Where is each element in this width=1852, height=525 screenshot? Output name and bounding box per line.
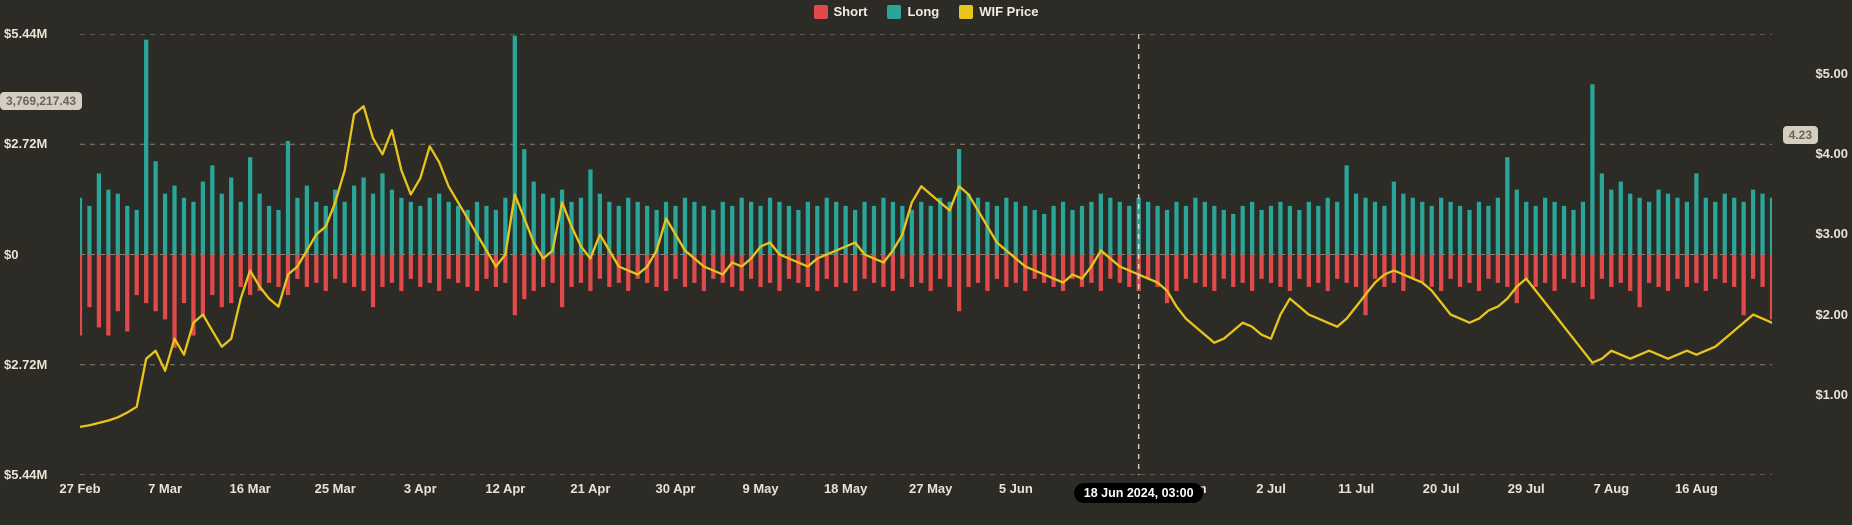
x-tick: 16 Aug	[1675, 481, 1718, 496]
legend-item[interactable]: Long	[887, 4, 939, 19]
legend-item[interactable]: Short	[814, 4, 868, 19]
y-left-tick: $0	[4, 247, 18, 262]
legend: Short Long WIF Price	[0, 4, 1852, 22]
y-right-tick: $4.00	[1815, 146, 1848, 161]
x-tick: 27 Feb	[59, 481, 100, 496]
x-tick: 29 Jul	[1508, 481, 1545, 496]
x-tick: 27 May	[909, 481, 952, 496]
legend-swatch	[814, 5, 828, 19]
y-right-tick: $1.00	[1815, 387, 1848, 402]
x-tick: 18 May	[824, 481, 867, 496]
chart-svg	[80, 34, 1772, 475]
legend-label: Long	[907, 4, 939, 19]
cursor-timestamp-pill: 18 Jun 2024, 03:00	[1074, 483, 1204, 503]
x-tick: 21 Apr	[570, 481, 610, 496]
x-tick: 20 Jul	[1423, 481, 1460, 496]
y-right-tick: $5.00	[1815, 66, 1848, 81]
legend-item[interactable]: WIF Price	[959, 4, 1038, 19]
y-right-tick: $2.00	[1815, 307, 1848, 322]
y-left-tick: $2.72M	[4, 357, 47, 372]
y-left-tick: $5.44M	[4, 467, 47, 482]
x-tick: 11 Jul	[1338, 481, 1374, 496]
left-value-stub: 3,769,217.43	[0, 92, 82, 110]
x-axis-labels: 27 Feb7 Mar16 Mar25 Mar3 Apr12 Apr21 Apr…	[80, 481, 1772, 503]
x-tick: 16 Mar	[230, 481, 271, 496]
x-tick: 5 Jun	[999, 481, 1033, 496]
x-tick: 2 Jul	[1256, 481, 1286, 496]
y-right-tick: $3.00	[1815, 226, 1848, 241]
chart-container: Short Long WIF Price 27 Feb 7 Mar 16 Mar 25 M…	[0, 0, 1852, 525]
y-left-tick: $2.72M	[4, 136, 47, 151]
legend-label: Short	[834, 4, 868, 19]
legend-label: WIF Price	[979, 4, 1038, 19]
x-tick: 12 Apr	[485, 481, 525, 496]
x-tick: 7 Mar	[148, 481, 182, 496]
x-tick: 30 Apr	[656, 481, 696, 496]
right-value-stub: 4.23	[1783, 126, 1818, 144]
x-tick: 25 Mar	[315, 481, 356, 496]
plot-area[interactable]	[80, 34, 1772, 475]
legend-swatch	[887, 5, 901, 19]
x-tick: 3 Apr	[404, 481, 437, 496]
y-left-tick: $5.44M	[4, 26, 47, 41]
legend-swatch	[959, 5, 973, 19]
x-tick: 7 Aug	[1593, 481, 1629, 496]
x-tick: 9 May	[743, 481, 779, 496]
